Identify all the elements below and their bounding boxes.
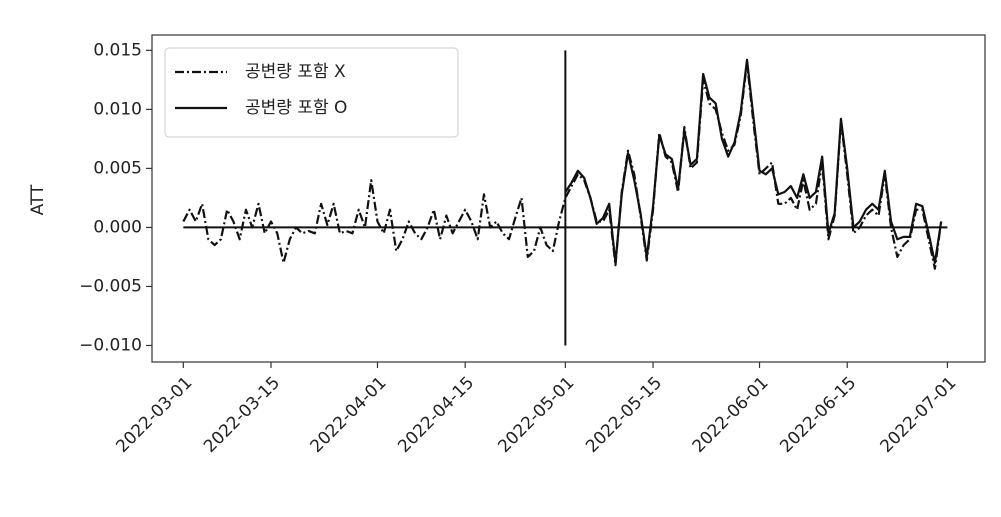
y-tick-label: 0.015 — [93, 40, 142, 60]
y-tick-label: −0.010 — [79, 335, 142, 355]
legend-label: 공변량 포함 O — [245, 98, 347, 118]
legend-box — [164, 47, 459, 138]
y-axis-label: ATT — [28, 184, 48, 215]
y-tick-label: 0.010 — [93, 99, 142, 119]
y-tick-label: 0.005 — [93, 158, 142, 178]
plot-frame — [151, 34, 986, 363]
series-line — [564, 58, 943, 264]
series-line — [182, 61, 943, 270]
legend-label: 공변량 포함 X — [245, 62, 346, 82]
y-tick-label: −0.005 — [79, 276, 142, 296]
y-tick-label: 0.000 — [93, 217, 142, 237]
